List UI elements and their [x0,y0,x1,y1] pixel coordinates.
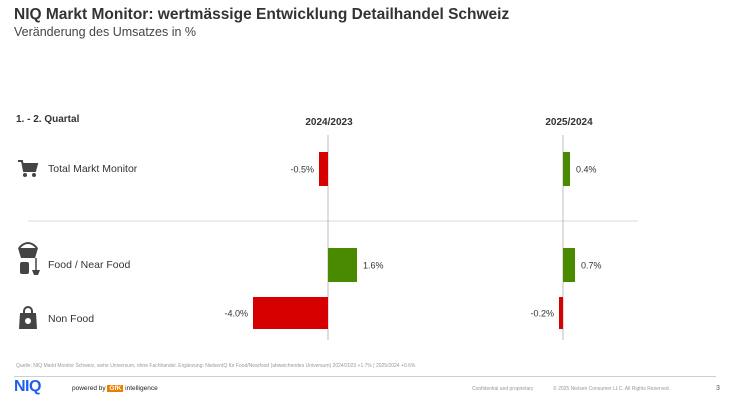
period-label: 1. - 2. Quartal [16,114,80,125]
shopping-cart-icon [18,160,39,177]
shopping-bag-icon [19,306,37,329]
powered-by: powered by GfK intelligence [72,385,158,392]
data-label-series1-1: 1.6% [363,261,384,271]
page-number: 3 [716,385,720,392]
intelligence-text: intelligence [125,385,158,392]
row-label-nonfood: Non Food [48,313,95,325]
footer-divider [14,376,716,377]
series-header-2025-2024: 2025/2024 [545,117,593,128]
bar-series2-0 [563,152,570,186]
series-header-2024-2023: 2024/2023 [305,117,353,128]
copyright-note: © 2025 Nielsen Consumer LLC. All Rights … [553,386,671,392]
data-label-series2-0: 0.4% [576,165,597,175]
bar-series2-1 [563,248,575,282]
bar-series1-0 [319,152,328,186]
row-label-food: Food / Near Food [48,259,131,271]
data-label-series2-1: 0.7% [581,261,602,271]
food-basket-icon [18,242,40,275]
data-label-series1-2: -4.0% [224,309,248,319]
gfk-logo: GfK [107,385,124,392]
niq-logo: NIQ [14,378,41,395]
page-subtitle: Veränderung des Umsatzes in % [14,25,197,39]
bar-series2-2 [559,297,563,329]
source-note: Quelle: NIQ Markt Monitor Schweiz, siehe… [16,363,416,369]
data-label-series1-0: -0.5% [290,165,314,175]
data-label-series2-2: -0.2% [530,309,554,319]
confidential-note: Confidential and proprietary [472,386,534,392]
powered-by-text: powered by [72,385,106,392]
bar-series1-1 [328,248,357,282]
page-title: NIQ Markt Monitor: wertmässige Entwicklu… [14,6,510,23]
row-label-total: Total Markt Monitor [48,163,138,175]
bar-series1-2 [253,297,328,329]
